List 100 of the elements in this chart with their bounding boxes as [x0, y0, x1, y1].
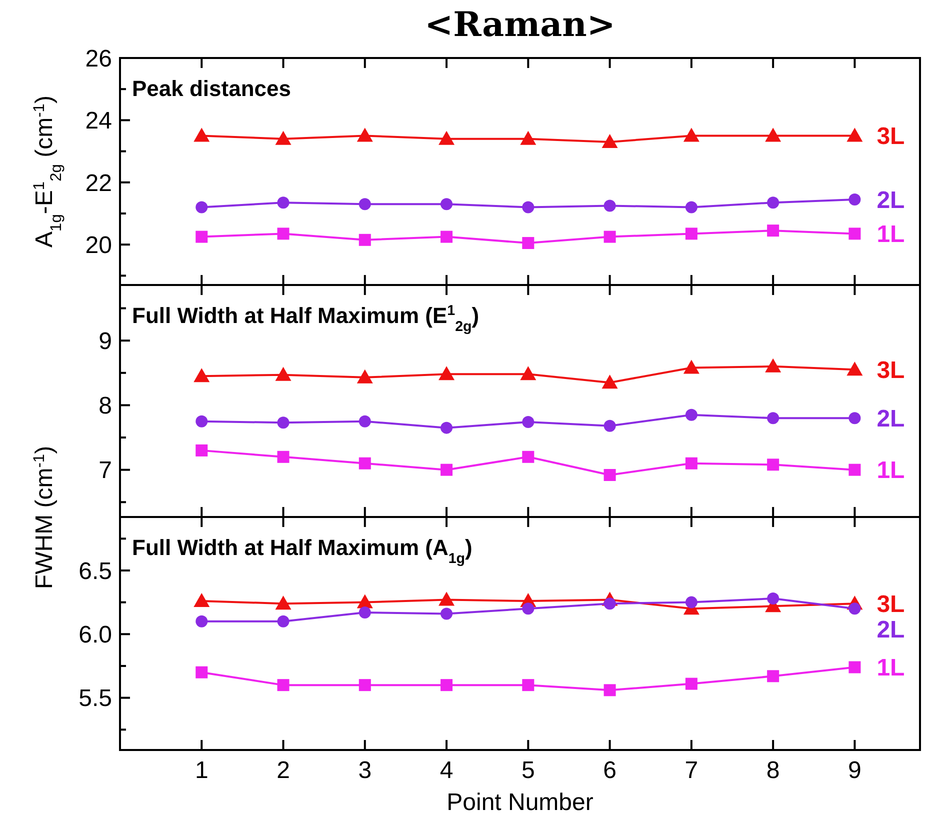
point: [277, 615, 290, 628]
point: [440, 464, 453, 476]
x-tick-label: 8: [766, 757, 780, 784]
series-label: 3L: [876, 123, 905, 150]
point: [275, 366, 292, 381]
point: [194, 128, 210, 142]
point: [358, 679, 371, 692]
y-tick-label: 5.5: [78, 685, 112, 712]
chart-title: <Raman>: [424, 5, 616, 45]
x-axis-title: Point Number: [446, 789, 594, 816]
y-tick-label: 24: [85, 108, 112, 135]
point: [196, 201, 208, 214]
point: [848, 412, 861, 424]
point: [685, 678, 698, 690]
point: [522, 450, 534, 463]
point: [277, 679, 290, 692]
point: [358, 234, 371, 246]
point: [520, 130, 536, 145]
point: [683, 360, 700, 374]
point: [685, 228, 698, 240]
y-tick-label: 20: [85, 232, 112, 259]
point: [767, 196, 780, 209]
point: [604, 468, 616, 481]
point: [685, 201, 698, 214]
point: [356, 128, 373, 142]
point: [848, 228, 861, 240]
y-tick-label: 8: [98, 392, 112, 420]
point: [604, 230, 616, 243]
point: [277, 416, 290, 429]
point: [196, 444, 208, 456]
annotation: Full Width at Half Maximum (E$^{1}$$_{2g}$): [132, 303, 480, 335]
y-tick-label: 7: [98, 457, 112, 484]
point: [277, 450, 290, 463]
point: [848, 464, 861, 476]
series-label: 1L: [876, 654, 905, 682]
series-label: 2L: [876, 186, 905, 214]
point: [275, 130, 292, 145]
series-label: 2L: [876, 616, 905, 644]
point: [275, 596, 292, 610]
point: [602, 134, 618, 148]
point: [522, 679, 534, 692]
series-label: 3L: [876, 357, 905, 384]
point: [277, 228, 290, 240]
point: [440, 608, 453, 620]
point: [767, 224, 780, 237]
point: [846, 362, 863, 376]
x-tick-label: 6: [603, 757, 616, 784]
point: [356, 369, 373, 384]
y-tick-label: 26: [85, 45, 112, 72]
x-tick-label: 9: [848, 757, 862, 784]
point: [440, 679, 453, 692]
point: [765, 358, 782, 372]
annotation: Peak distances: [132, 76, 291, 101]
point: [196, 666, 208, 678]
point: [522, 201, 534, 214]
point: [846, 128, 863, 142]
point: [767, 412, 780, 424]
y-tick-label: 6.0: [78, 622, 112, 649]
point: [196, 230, 208, 243]
point: [358, 198, 371, 210]
point: [685, 408, 698, 421]
series-label: 1L: [876, 221, 905, 248]
point: [277, 196, 290, 209]
point: [767, 670, 780, 682]
point: [440, 422, 453, 434]
point: [358, 606, 371, 618]
x-tick-label: 3: [358, 757, 372, 784]
annotation: Full Width at Half Maximum (A$_{1g}$): [132, 535, 472, 567]
point: [440, 198, 453, 210]
point: [438, 592, 455, 606]
x-tick-label: 5: [521, 757, 535, 784]
series-label: 2L: [876, 406, 905, 433]
point: [604, 420, 616, 432]
point: [685, 596, 698, 608]
series-label: 1L: [876, 457, 905, 484]
point: [765, 128, 782, 142]
point: [767, 592, 780, 604]
point: [196, 615, 208, 628]
point: [438, 366, 455, 380]
series-label: 3L: [876, 590, 905, 618]
x-tick-label: 4: [440, 757, 454, 784]
point: [604, 684, 616, 696]
point: [848, 661, 861, 674]
point: [438, 130, 455, 145]
point: [604, 200, 616, 212]
point: [685, 457, 698, 470]
point: [522, 416, 534, 428]
y-tick-label: 22: [85, 170, 112, 197]
point: [522, 602, 534, 615]
point: [767, 458, 780, 471]
point: [196, 415, 208, 428]
point: [522, 237, 534, 250]
point: [848, 193, 861, 206]
y-tick-label: 6.5: [78, 558, 112, 585]
x-tick-label: 1: [194, 757, 208, 784]
point: [683, 128, 700, 142]
point: [194, 368, 210, 382]
x-tick-label: 7: [684, 757, 698, 784]
point: [520, 366, 536, 380]
point: [358, 457, 371, 470]
